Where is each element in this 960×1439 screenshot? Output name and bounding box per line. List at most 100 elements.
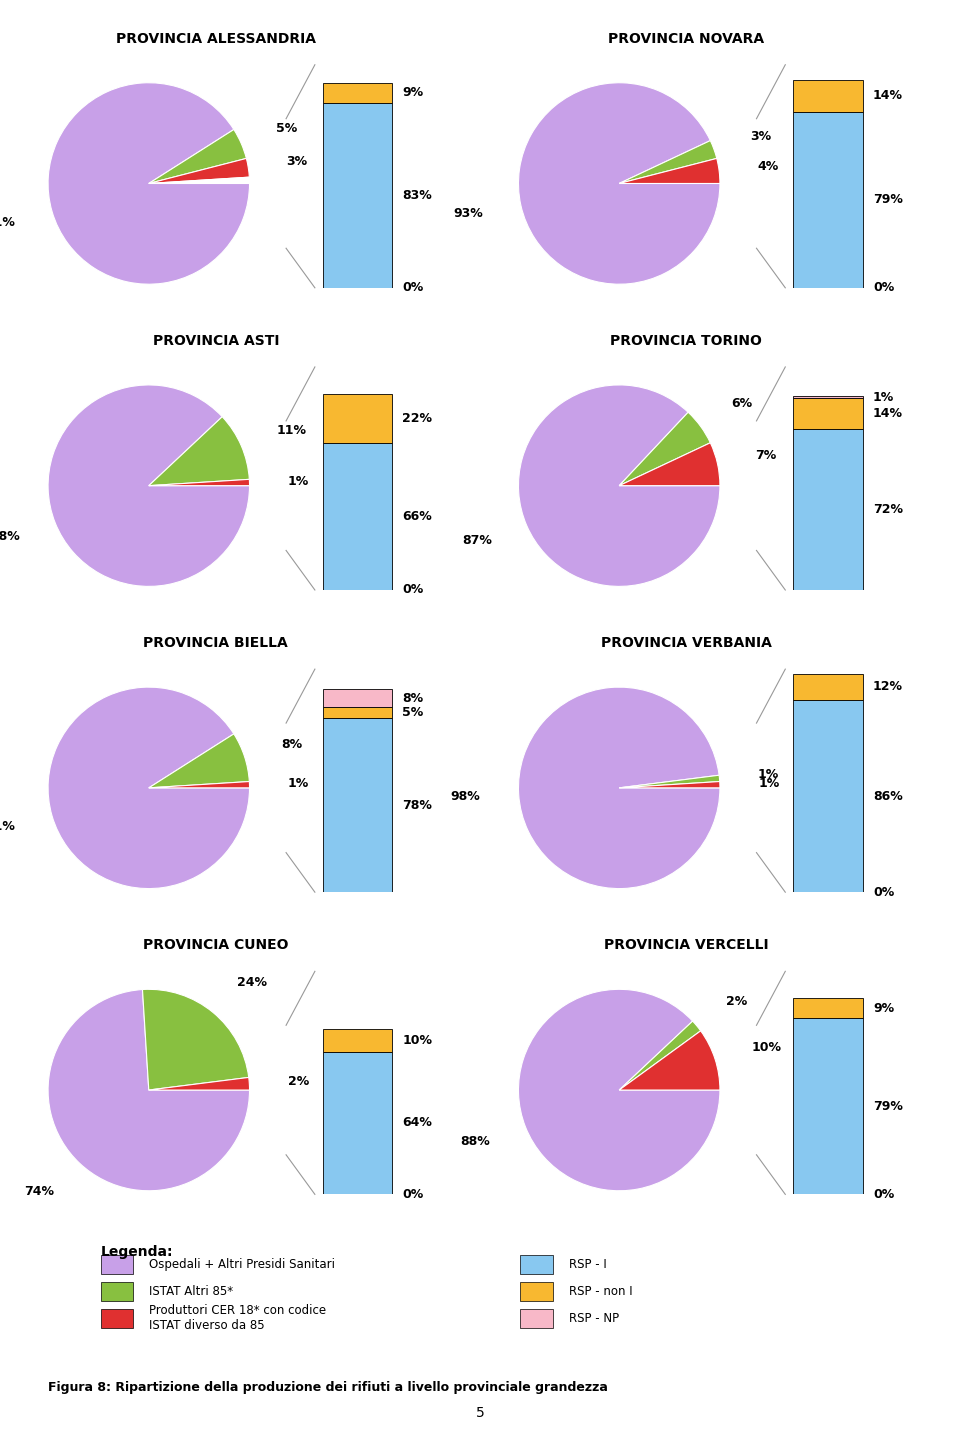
Text: 91%: 91% (0, 216, 15, 229)
Wedge shape (149, 781, 250, 789)
Text: 22%: 22% (402, 412, 432, 425)
Wedge shape (619, 443, 720, 486)
Bar (323, 443, 393, 590)
Text: 93%: 93% (454, 207, 484, 220)
Text: 1%: 1% (757, 768, 779, 781)
Bar (520, 1255, 553, 1275)
Text: 79%: 79% (873, 193, 902, 206)
Text: 0%: 0% (873, 1187, 894, 1202)
Wedge shape (619, 781, 720, 789)
Bar (101, 1282, 133, 1301)
Text: PROVINCIA CUNEO: PROVINCIA CUNEO (143, 938, 289, 953)
Bar (101, 1255, 133, 1275)
Text: 0%: 0% (402, 281, 423, 295)
Wedge shape (619, 1022, 701, 1091)
Bar (323, 1052, 393, 1194)
Text: RSP - non I: RSP - non I (568, 1285, 633, 1298)
Wedge shape (149, 417, 250, 486)
Text: 79%: 79% (873, 1099, 902, 1112)
Text: 0%: 0% (402, 1187, 423, 1202)
Bar (793, 81, 863, 112)
Text: ISTAT Altri 85*: ISTAT Altri 85* (150, 1285, 233, 1298)
Bar (793, 1019, 863, 1194)
Text: 24%: 24% (237, 977, 268, 990)
Wedge shape (619, 141, 717, 183)
Text: 9%: 9% (402, 86, 423, 99)
Wedge shape (149, 1078, 250, 1091)
Text: PROVINCIA ALESSANDRIA: PROVINCIA ALESSANDRIA (116, 32, 316, 46)
Text: 8%: 8% (281, 738, 302, 751)
Wedge shape (619, 1030, 720, 1091)
Text: 10%: 10% (752, 1040, 781, 1053)
Text: PROVINCIA VERCELLI: PROVINCIA VERCELLI (604, 938, 768, 953)
Bar (101, 1308, 133, 1328)
Text: 1%: 1% (873, 390, 894, 403)
Text: 5: 5 (475, 1406, 485, 1420)
Text: 14%: 14% (873, 407, 903, 420)
Wedge shape (48, 688, 250, 888)
Text: 64%: 64% (402, 1117, 432, 1130)
Wedge shape (518, 386, 720, 586)
Wedge shape (149, 158, 250, 183)
Text: 6%: 6% (732, 397, 753, 410)
Text: PROVINCIA BIELLA: PROVINCIA BIELLA (143, 636, 288, 650)
Text: RSP - I: RSP - I (568, 1258, 607, 1271)
Text: PROVINCIA ASTI: PROVINCIA ASTI (153, 334, 279, 348)
Text: 1%: 1% (758, 777, 780, 790)
Text: Legenda:: Legenda: (101, 1245, 174, 1259)
Text: 10%: 10% (402, 1035, 432, 1048)
Text: 8%: 8% (402, 692, 423, 705)
Text: RSP - NP: RSP - NP (568, 1312, 619, 1325)
Text: Figura 8: Ripartizione della produzione dei rifiuti a livello provinciale grande: Figura 8: Ripartizione della produzione … (48, 1380, 608, 1394)
Text: 4%: 4% (757, 160, 779, 173)
Text: 14%: 14% (873, 89, 903, 102)
Wedge shape (518, 990, 720, 1190)
Wedge shape (48, 83, 250, 283)
Wedge shape (149, 130, 247, 183)
Bar (793, 399, 863, 429)
Text: 1%: 1% (288, 777, 309, 790)
Text: PROVINCIA VERBANIA: PROVINCIA VERBANIA (601, 636, 772, 650)
Text: Ospedali + Altri Presidi Sanitari: Ospedali + Altri Presidi Sanitari (150, 1258, 335, 1271)
Bar (323, 718, 393, 892)
Bar (323, 1029, 393, 1052)
Bar (793, 999, 863, 1019)
Bar (520, 1282, 553, 1301)
Wedge shape (149, 177, 250, 184)
Bar (323, 707, 393, 718)
Text: 2%: 2% (288, 1075, 309, 1088)
Text: 88%: 88% (460, 1135, 490, 1148)
Text: 0%: 0% (873, 885, 894, 899)
Text: 78%: 78% (402, 799, 432, 812)
Text: 11%: 11% (276, 425, 306, 437)
Wedge shape (48, 990, 250, 1190)
Wedge shape (48, 386, 250, 586)
Text: 7%: 7% (755, 449, 776, 462)
Bar (323, 689, 393, 707)
Text: 87%: 87% (462, 534, 492, 547)
Text: 66%: 66% (402, 509, 432, 522)
Text: 83%: 83% (402, 189, 432, 201)
Text: 72%: 72% (873, 504, 903, 517)
Wedge shape (518, 83, 720, 283)
Bar (793, 429, 863, 590)
Bar (793, 701, 863, 892)
Text: 88%: 88% (0, 531, 19, 544)
Bar (323, 82, 393, 102)
Bar (323, 394, 393, 443)
Text: 12%: 12% (873, 681, 903, 694)
Bar (793, 112, 863, 288)
Text: 5%: 5% (276, 122, 298, 135)
Text: Produttori CER 18* con codice
ISTAT diverso da 85: Produttori CER 18* con codice ISTAT dive… (150, 1304, 326, 1333)
Text: 3%: 3% (286, 155, 307, 168)
Wedge shape (149, 479, 250, 486)
Text: 5%: 5% (402, 707, 423, 720)
Bar (323, 102, 393, 288)
Text: 91%: 91% (0, 820, 15, 833)
Text: 2%: 2% (727, 994, 748, 1007)
Text: 0%: 0% (402, 583, 423, 597)
Bar (793, 396, 863, 399)
Text: 1%: 1% (288, 475, 309, 488)
Text: 9%: 9% (873, 1002, 894, 1014)
Text: 3%: 3% (750, 130, 771, 142)
